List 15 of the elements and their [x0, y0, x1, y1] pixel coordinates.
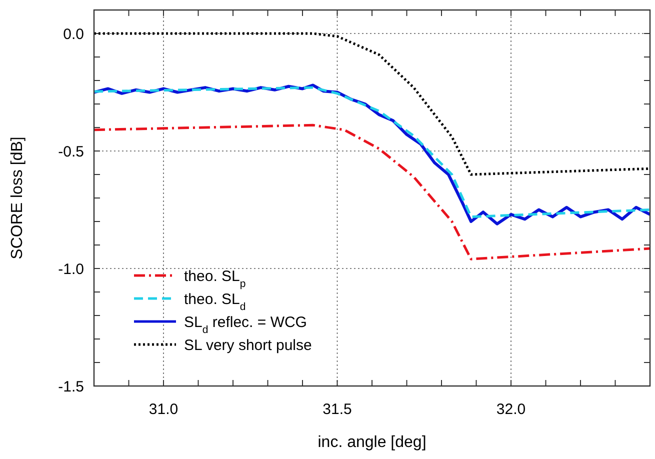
line-series — [94, 124, 650, 260]
x-tick-label: 31.0 — [148, 401, 178, 418]
y-tick-label: -1.0 — [58, 260, 84, 278]
y-tick-label: -0.5 — [58, 143, 84, 160]
y-axis-title: SCORE loss [dB] — [9, 136, 26, 260]
y-tick-label: -1.5 — [58, 378, 84, 396]
legend-label: SL very short pulse — [184, 336, 312, 354]
legend-label: theo. SL$_{p}$ — [184, 268, 246, 290]
y-tick-label: 0.0 — [63, 26, 84, 43]
x-tick-label: 31.5 — [322, 401, 352, 418]
x-tick-label: 32.0 — [496, 401, 526, 418]
legend-label: theo. SL$_{d}$ — [184, 290, 246, 313]
line-series — [94, 32, 650, 176]
legend-label: SL$_{d}$ reflec. = WCG — [184, 314, 307, 336]
x-axis-title: inc. angle [deg] — [318, 434, 426, 451]
